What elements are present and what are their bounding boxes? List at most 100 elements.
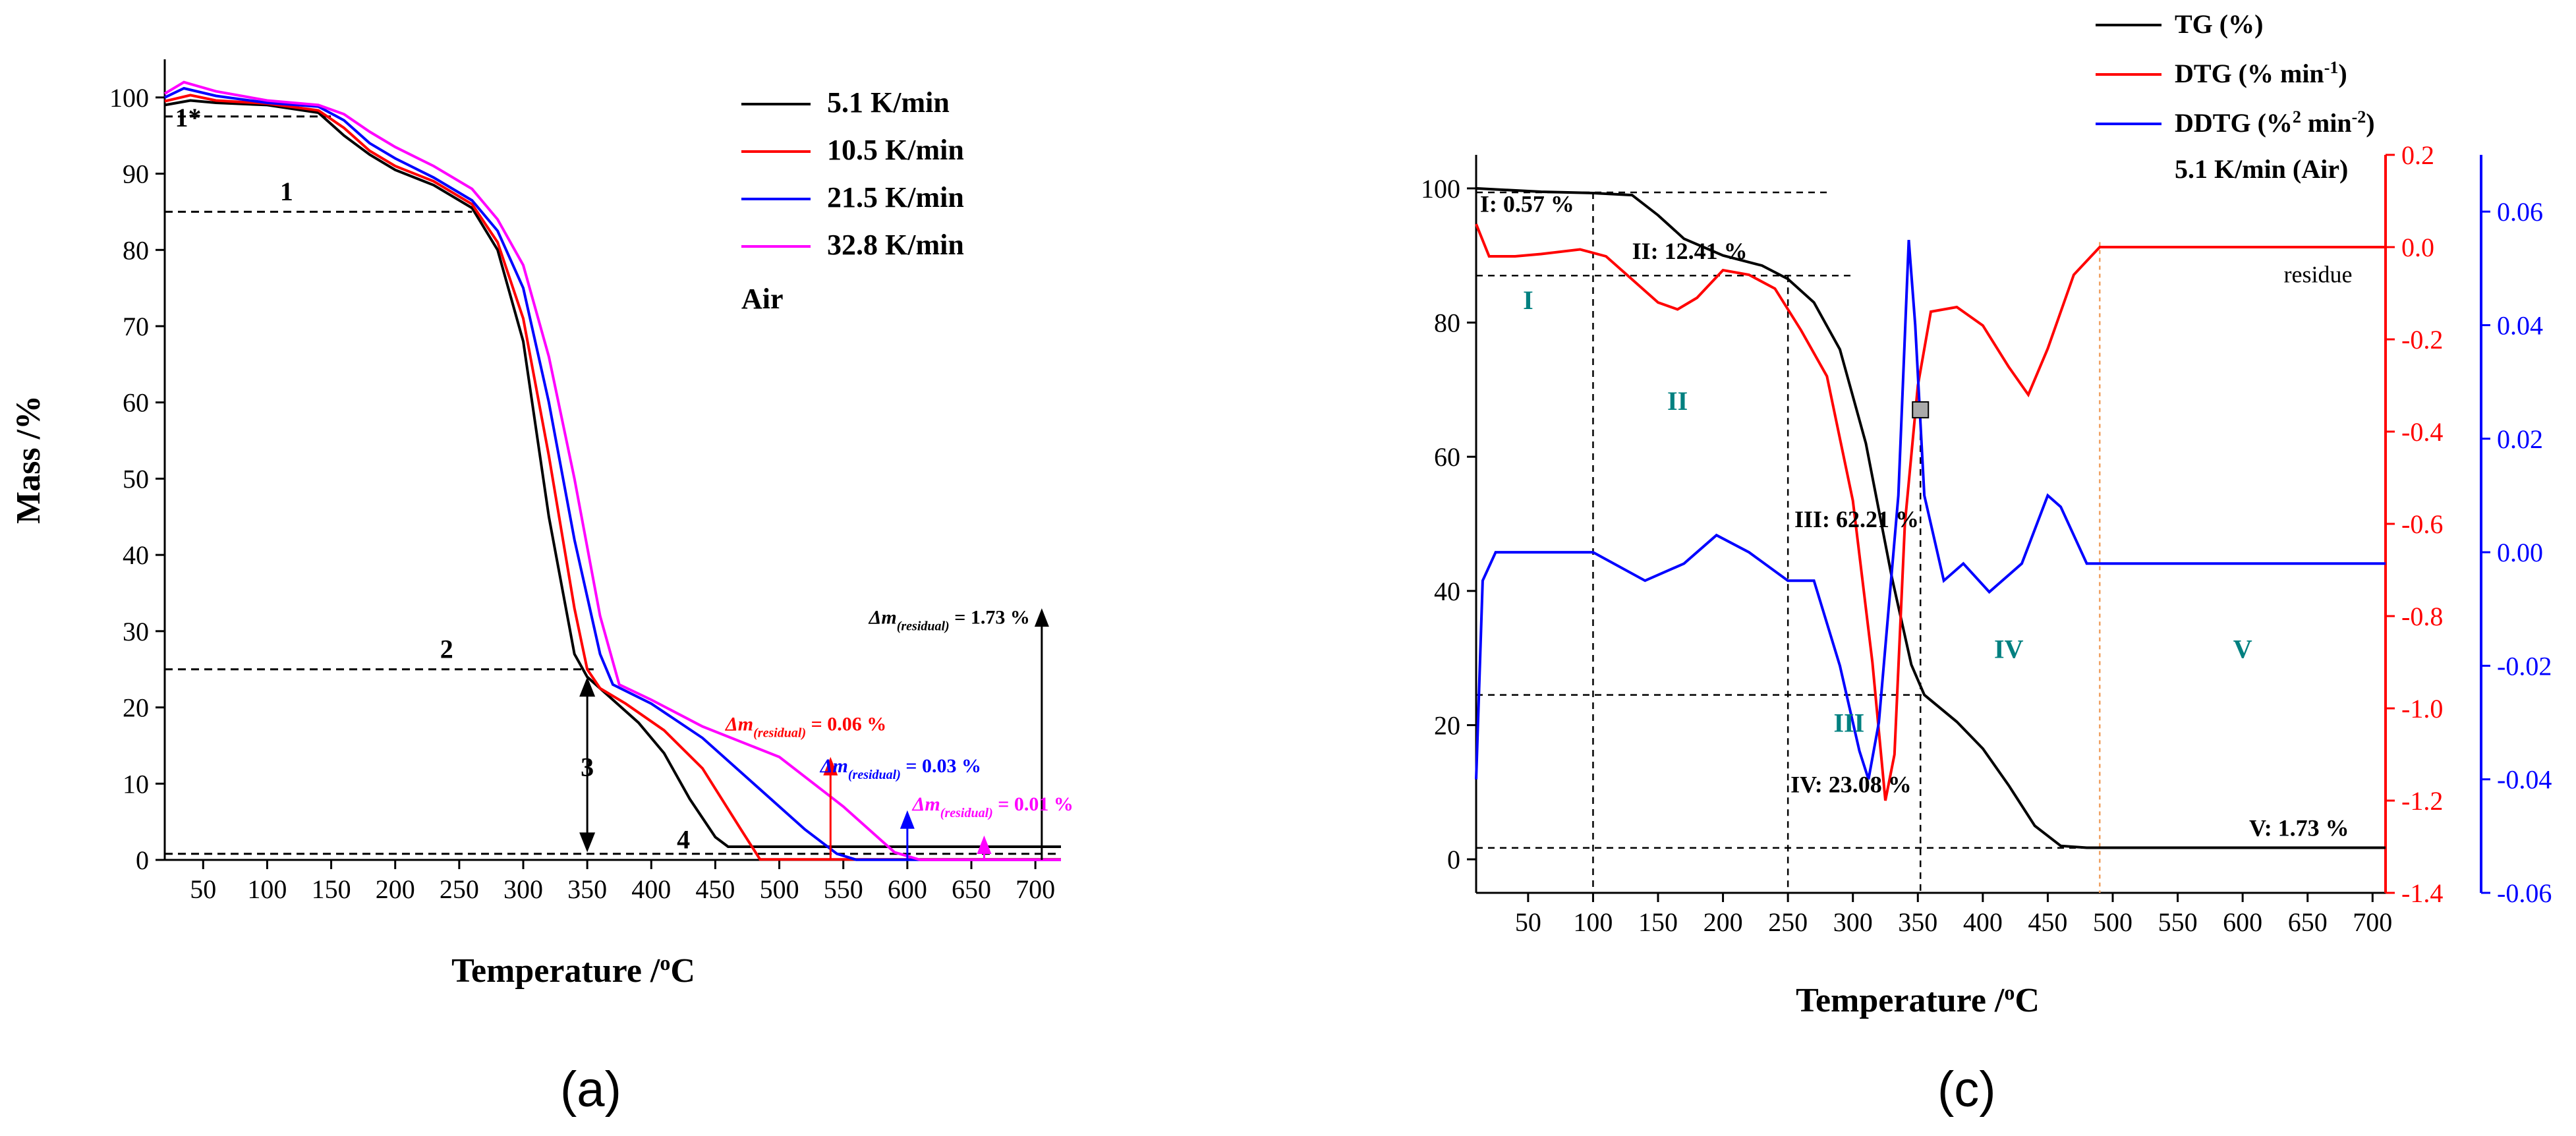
y-tick-label: 10 <box>123 769 149 799</box>
series-line-1 <box>1475 223 2386 801</box>
residual-delta: Δm <box>725 713 753 735</box>
x-tick-label: 150 <box>312 874 351 904</box>
legend-label: 32.8 K/min <box>827 229 964 261</box>
x-axis-label: Temperature /oC <box>451 951 695 990</box>
x-axis-label-text: Temperature / <box>451 952 660 990</box>
series-line-3 <box>163 80 1061 861</box>
residual-delta: Δm <box>912 793 940 815</box>
legend-label: 10.5 K/min <box>827 134 964 166</box>
x-axis-label-degree: o <box>660 951 670 975</box>
chart-c: 50 100 150 200 250 300 350 400 450 500 550 600 650 70… <box>1421 9 2552 1019</box>
x-tick-label: 300 <box>1833 907 1873 937</box>
x-tick-label: 600 <box>2223 907 2262 937</box>
x-tick-label: 100 <box>247 874 287 904</box>
y-right-ddtg-tick-label: -0.06 <box>2497 878 2552 908</box>
residual-sub: (residual) <box>848 768 901 782</box>
x-tick-label: 700 <box>2353 907 2392 937</box>
legend-condition: 5.1 K/min (Air) <box>2175 154 2348 184</box>
legend-ddtg-text: DDTG (% <box>2175 108 2293 138</box>
y-right-ddtg-tick-label: 0.02 <box>2497 424 2543 454</box>
stage-label: 4 <box>677 825 690 855</box>
x-tick-label: 50 <box>190 874 216 904</box>
x-tick-label: 450 <box>2028 907 2067 937</box>
residual-sub: (residual) <box>897 619 950 633</box>
x-tick-label: 200 <box>1703 907 1743 937</box>
mass-loss-label: I: 0.57 % <box>1480 191 1574 217</box>
x-axis-label-text: Temperature / <box>1796 982 2005 1019</box>
residual-value: = 0.03 % <box>901 755 981 777</box>
y-left-tick-label: 20 <box>1434 710 1460 740</box>
x-tick-label: 700 <box>1016 874 1055 904</box>
legend-label-tg: TG (%) <box>2175 9 2263 39</box>
series-line-2 <box>1475 240 2386 780</box>
x-tick-label: 550 <box>2158 907 2198 937</box>
stage-label: 2 <box>440 634 453 664</box>
residual-delta: Δm <box>869 606 897 628</box>
x-tick-label: 500 <box>2093 907 2132 937</box>
mass-loss-label: IV: 23.08 % <box>1790 771 1912 797</box>
x-tick-label: 300 <box>503 874 543 904</box>
stage3-arrow-head-top <box>579 677 596 697</box>
y-tick-label: 0 <box>136 845 149 875</box>
legend-dtg-close: ) <box>2338 59 2347 88</box>
y-right-dtg-tick-label: 0.2 <box>2401 140 2434 170</box>
y-left-tick-label: 100 <box>1421 174 1460 204</box>
y-axis-label: Mass /% <box>10 395 47 524</box>
x-tick-label: 350 <box>1898 907 1937 937</box>
y-right-dtg-tick-label: -0.6 <box>2401 509 2443 539</box>
residual-annotation: Δm(residual) = 0.06 % <box>725 713 886 740</box>
stage-label: 1 <box>280 177 293 206</box>
y-right-ddtg-tick-label: 0.00 <box>2497 538 2543 567</box>
y-right-dtg-tick-label: -1.2 <box>2401 786 2443 816</box>
stage-label: III <box>1833 708 1864 738</box>
y-right-dtg-tick-label: -1.4 <box>2401 878 2443 908</box>
residual-value: = 1.73 % <box>950 606 1030 628</box>
residual-delta: Δm <box>820 755 848 777</box>
residual-value: = 0.01 % <box>993 793 1073 815</box>
x-axis-label-unit: C <box>2015 982 2040 1019</box>
legend-ddtg-sup1: 2 <box>2293 107 2301 127</box>
y-right-ddtg-tick-label: -0.02 <box>2497 651 2552 681</box>
x-tick-label: 100 <box>1573 907 1613 937</box>
residual-annotation: Δm(residual) = 1.73 % <box>869 606 1030 633</box>
x-axis-label-unit: C <box>670 952 695 990</box>
y-left-tick-label: 40 <box>1434 577 1460 606</box>
y-tick-label: 70 <box>123 312 149 341</box>
x-tick-label: 550 <box>824 874 863 904</box>
stage-label: V <box>2233 635 2252 664</box>
series-line-1 <box>164 94 1061 861</box>
x-tick-label: 350 <box>567 874 607 904</box>
y-tick-label: 30 <box>123 617 149 646</box>
legend-label: 21.5 K/min <box>827 181 964 213</box>
x-tick-label: 50 <box>1515 907 1541 937</box>
mass-loss-label: III: 62.21 % <box>1794 506 1919 532</box>
x-axis-label-degree: o <box>2004 980 2015 1004</box>
legend-ddtg-close: ) <box>2366 108 2374 138</box>
x-tick-label: 600 <box>888 874 927 904</box>
legend-ddtg-mid: min <box>2301 108 2352 138</box>
x-tick-label: 450 <box>695 874 735 904</box>
stage3-label: 3 <box>581 753 594 782</box>
legend-label-dtg: DTG (% min-1) <box>2175 58 2347 89</box>
legend-dtg-sup: -1 <box>2324 58 2339 77</box>
mass-loss-label: II: 12.41 % <box>1632 238 1748 264</box>
x-tick-label: 250 <box>1768 907 1808 937</box>
residual-arrow-head <box>1034 608 1049 627</box>
panel-label-a: (a) <box>560 1062 621 1118</box>
x-tick-label: 400 <box>1963 907 2003 937</box>
y-right-ddtg-tick-label: 0.06 <box>2497 197 2543 227</box>
x-tick-label: 250 <box>440 874 479 904</box>
residual-annotation: Δm(residual) = 0.03 % <box>820 755 981 782</box>
residual-sub: (residual) <box>940 806 993 820</box>
residual-arrow-head <box>900 810 915 829</box>
residual-arrow-head <box>977 835 992 854</box>
residual-arrow-head <box>823 756 838 776</box>
x-axis-label: Temperature /oC <box>1796 980 2040 1019</box>
y-right-dtg-tick-label: -0.2 <box>2401 325 2443 355</box>
legend-ddtg-sup2: -2 <box>2352 107 2366 127</box>
residue-label: residue <box>2284 261 2353 287</box>
y-left-tick-label: 0 <box>1447 845 1460 874</box>
y-tick-label: 90 <box>123 159 149 189</box>
y-right-ddtg-tick-label: -0.04 <box>2497 765 2552 795</box>
y-right-ddtg-tick-label: 0.04 <box>2497 310 2543 340</box>
